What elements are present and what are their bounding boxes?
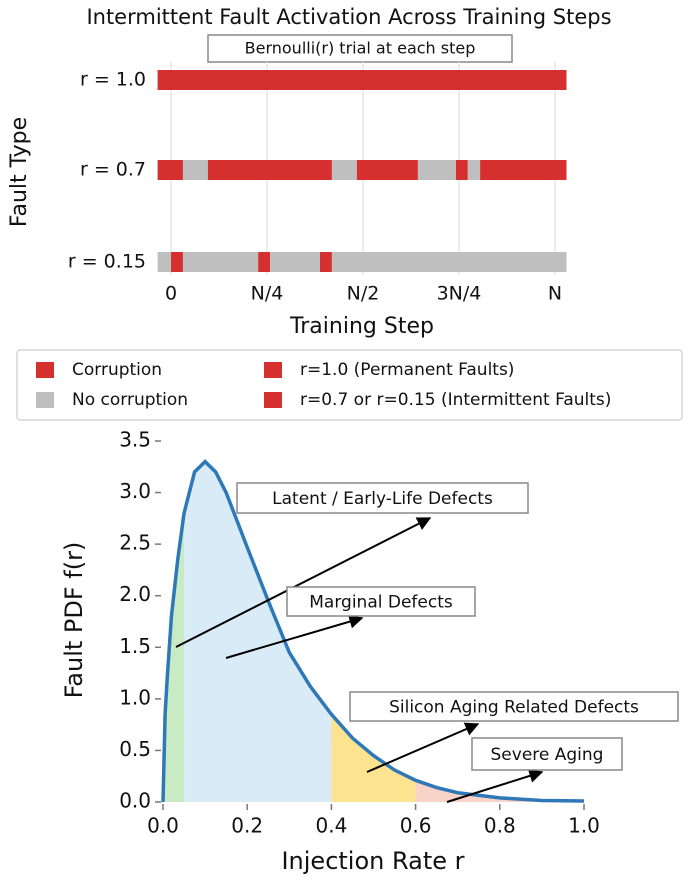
y-tick-label: r = 0.7 xyxy=(80,159,146,181)
y-tick-label: 1.0 xyxy=(119,685,151,709)
segment xyxy=(182,252,259,272)
y-tick-label: 2.5 xyxy=(119,531,151,555)
legend-label: r=1.0 (Permanent Faults) xyxy=(300,360,514,380)
legend-label: r=0.7 or r=0.15 (Intermittent Faults) xyxy=(300,390,611,410)
annotation-box xyxy=(349,691,679,722)
pdf-line xyxy=(161,459,585,803)
segment xyxy=(157,252,172,272)
y-tick-label: 3.0 xyxy=(119,479,151,503)
legend-label: No corruption xyxy=(72,390,188,410)
x-tick-label: 0 xyxy=(165,283,177,305)
segment xyxy=(171,252,183,272)
arrow xyxy=(175,517,432,648)
x-tick-label: 0.0 xyxy=(147,814,179,838)
segment xyxy=(356,160,418,180)
y-tick-label: r = 1.0 xyxy=(80,69,146,91)
region xyxy=(184,461,332,802)
arrow xyxy=(225,614,364,659)
arrow xyxy=(446,769,544,803)
x-tick-label: 0.8 xyxy=(484,814,516,838)
x-tick-label: N/4 xyxy=(251,283,284,305)
region xyxy=(331,714,416,802)
x-tick-label: 0.6 xyxy=(400,814,432,838)
segment xyxy=(207,160,332,180)
subtitle-box xyxy=(207,34,513,63)
y-tick-label: 0.0 xyxy=(119,789,151,813)
legend-box xyxy=(16,349,683,421)
annotation: Latent / Early-Life Defects xyxy=(272,489,493,509)
annotation: Marginal Defects xyxy=(309,593,453,613)
segment xyxy=(455,160,468,180)
x-axis-label: Training Step xyxy=(289,314,434,339)
x-tick-label: 0.2 xyxy=(231,814,263,838)
annotation-box xyxy=(286,586,476,617)
segment xyxy=(157,160,183,180)
x-axis-label: Injection Rate r xyxy=(281,847,464,875)
region xyxy=(163,513,185,802)
legend-swatch xyxy=(36,362,54,378)
region xyxy=(415,780,584,802)
x-tick-label: 0.4 xyxy=(315,814,347,838)
chart-title: Intermittent Fault Activation Across Tra… xyxy=(86,5,611,29)
annotation: Silicon Aging Related Defects xyxy=(389,698,639,718)
arrow xyxy=(366,722,480,773)
legend-swatch xyxy=(264,362,282,378)
segment xyxy=(270,252,321,272)
legend-label: Corruption xyxy=(72,360,162,380)
annotation-arrows xyxy=(175,517,544,803)
segment xyxy=(467,160,481,180)
segment xyxy=(331,252,567,272)
annotation-box xyxy=(236,482,529,514)
x-tick-label: N/2 xyxy=(347,283,380,305)
y-tick-label: 1.5 xyxy=(119,634,151,658)
segment xyxy=(157,70,567,90)
y-tick-label: r = 0.15 xyxy=(68,251,146,273)
legend-swatch xyxy=(36,392,54,408)
annotation-box xyxy=(471,737,623,771)
x-tick-label: 3N/4 xyxy=(437,283,482,305)
x-tick-label: N xyxy=(548,283,562,305)
segment xyxy=(320,252,332,272)
y-tick-label: 0.5 xyxy=(119,737,151,761)
y-tick-label: 2.0 xyxy=(119,582,151,606)
segment xyxy=(417,160,456,180)
segment xyxy=(258,252,271,272)
annotation: Severe Aging xyxy=(491,745,604,765)
legend-swatch xyxy=(264,392,282,408)
y-axis-label: Fault Type xyxy=(7,117,32,227)
segment xyxy=(331,160,357,180)
x-tick-label: 1.0 xyxy=(568,814,600,838)
segment xyxy=(182,160,208,180)
segment xyxy=(480,160,567,180)
subtitle: Bernoulli(r) trial at each step xyxy=(245,39,476,58)
y-axis-label: Fault PDF f(r) xyxy=(60,542,88,699)
y-tick-label: 3.5 xyxy=(119,428,151,452)
